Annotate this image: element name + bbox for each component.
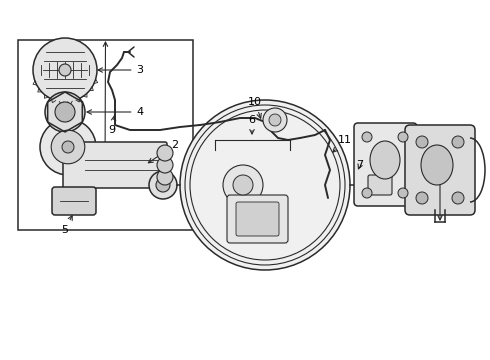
Text: 10: 10 (248, 97, 262, 118)
Circle shape (156, 178, 170, 192)
Ellipse shape (421, 145, 453, 185)
Circle shape (40, 119, 96, 175)
Text: 7: 7 (356, 160, 364, 170)
Circle shape (45, 92, 85, 132)
Bar (18, 40, 193, 230)
Circle shape (51, 130, 85, 164)
FancyBboxPatch shape (405, 125, 475, 215)
Text: 6: 6 (248, 115, 255, 134)
Circle shape (233, 175, 253, 195)
Circle shape (62, 141, 74, 153)
FancyBboxPatch shape (354, 123, 417, 206)
Circle shape (59, 64, 71, 76)
Circle shape (157, 169, 173, 185)
Circle shape (452, 192, 464, 204)
Ellipse shape (370, 141, 400, 179)
FancyBboxPatch shape (227, 195, 288, 243)
Circle shape (33, 38, 97, 102)
Circle shape (398, 188, 408, 198)
Circle shape (398, 132, 408, 142)
Text: 2: 2 (148, 140, 178, 163)
Text: 3: 3 (98, 65, 144, 75)
Circle shape (180, 100, 350, 270)
Text: 8: 8 (437, 165, 443, 220)
Circle shape (263, 108, 287, 132)
Text: 11: 11 (333, 135, 352, 152)
Circle shape (223, 165, 263, 205)
Text: 1: 1 (101, 42, 108, 180)
Circle shape (416, 136, 428, 148)
Circle shape (416, 192, 428, 204)
Circle shape (269, 114, 281, 126)
FancyBboxPatch shape (236, 202, 279, 236)
Circle shape (55, 102, 75, 122)
Circle shape (362, 132, 372, 142)
Circle shape (149, 171, 177, 199)
Circle shape (362, 188, 372, 198)
Text: 9: 9 (108, 116, 116, 135)
FancyBboxPatch shape (63, 142, 167, 188)
FancyBboxPatch shape (368, 175, 392, 195)
Text: 4: 4 (87, 107, 144, 117)
Circle shape (157, 145, 173, 161)
Text: 5: 5 (62, 216, 72, 235)
Circle shape (452, 136, 464, 148)
FancyBboxPatch shape (52, 187, 96, 215)
Circle shape (157, 157, 173, 173)
